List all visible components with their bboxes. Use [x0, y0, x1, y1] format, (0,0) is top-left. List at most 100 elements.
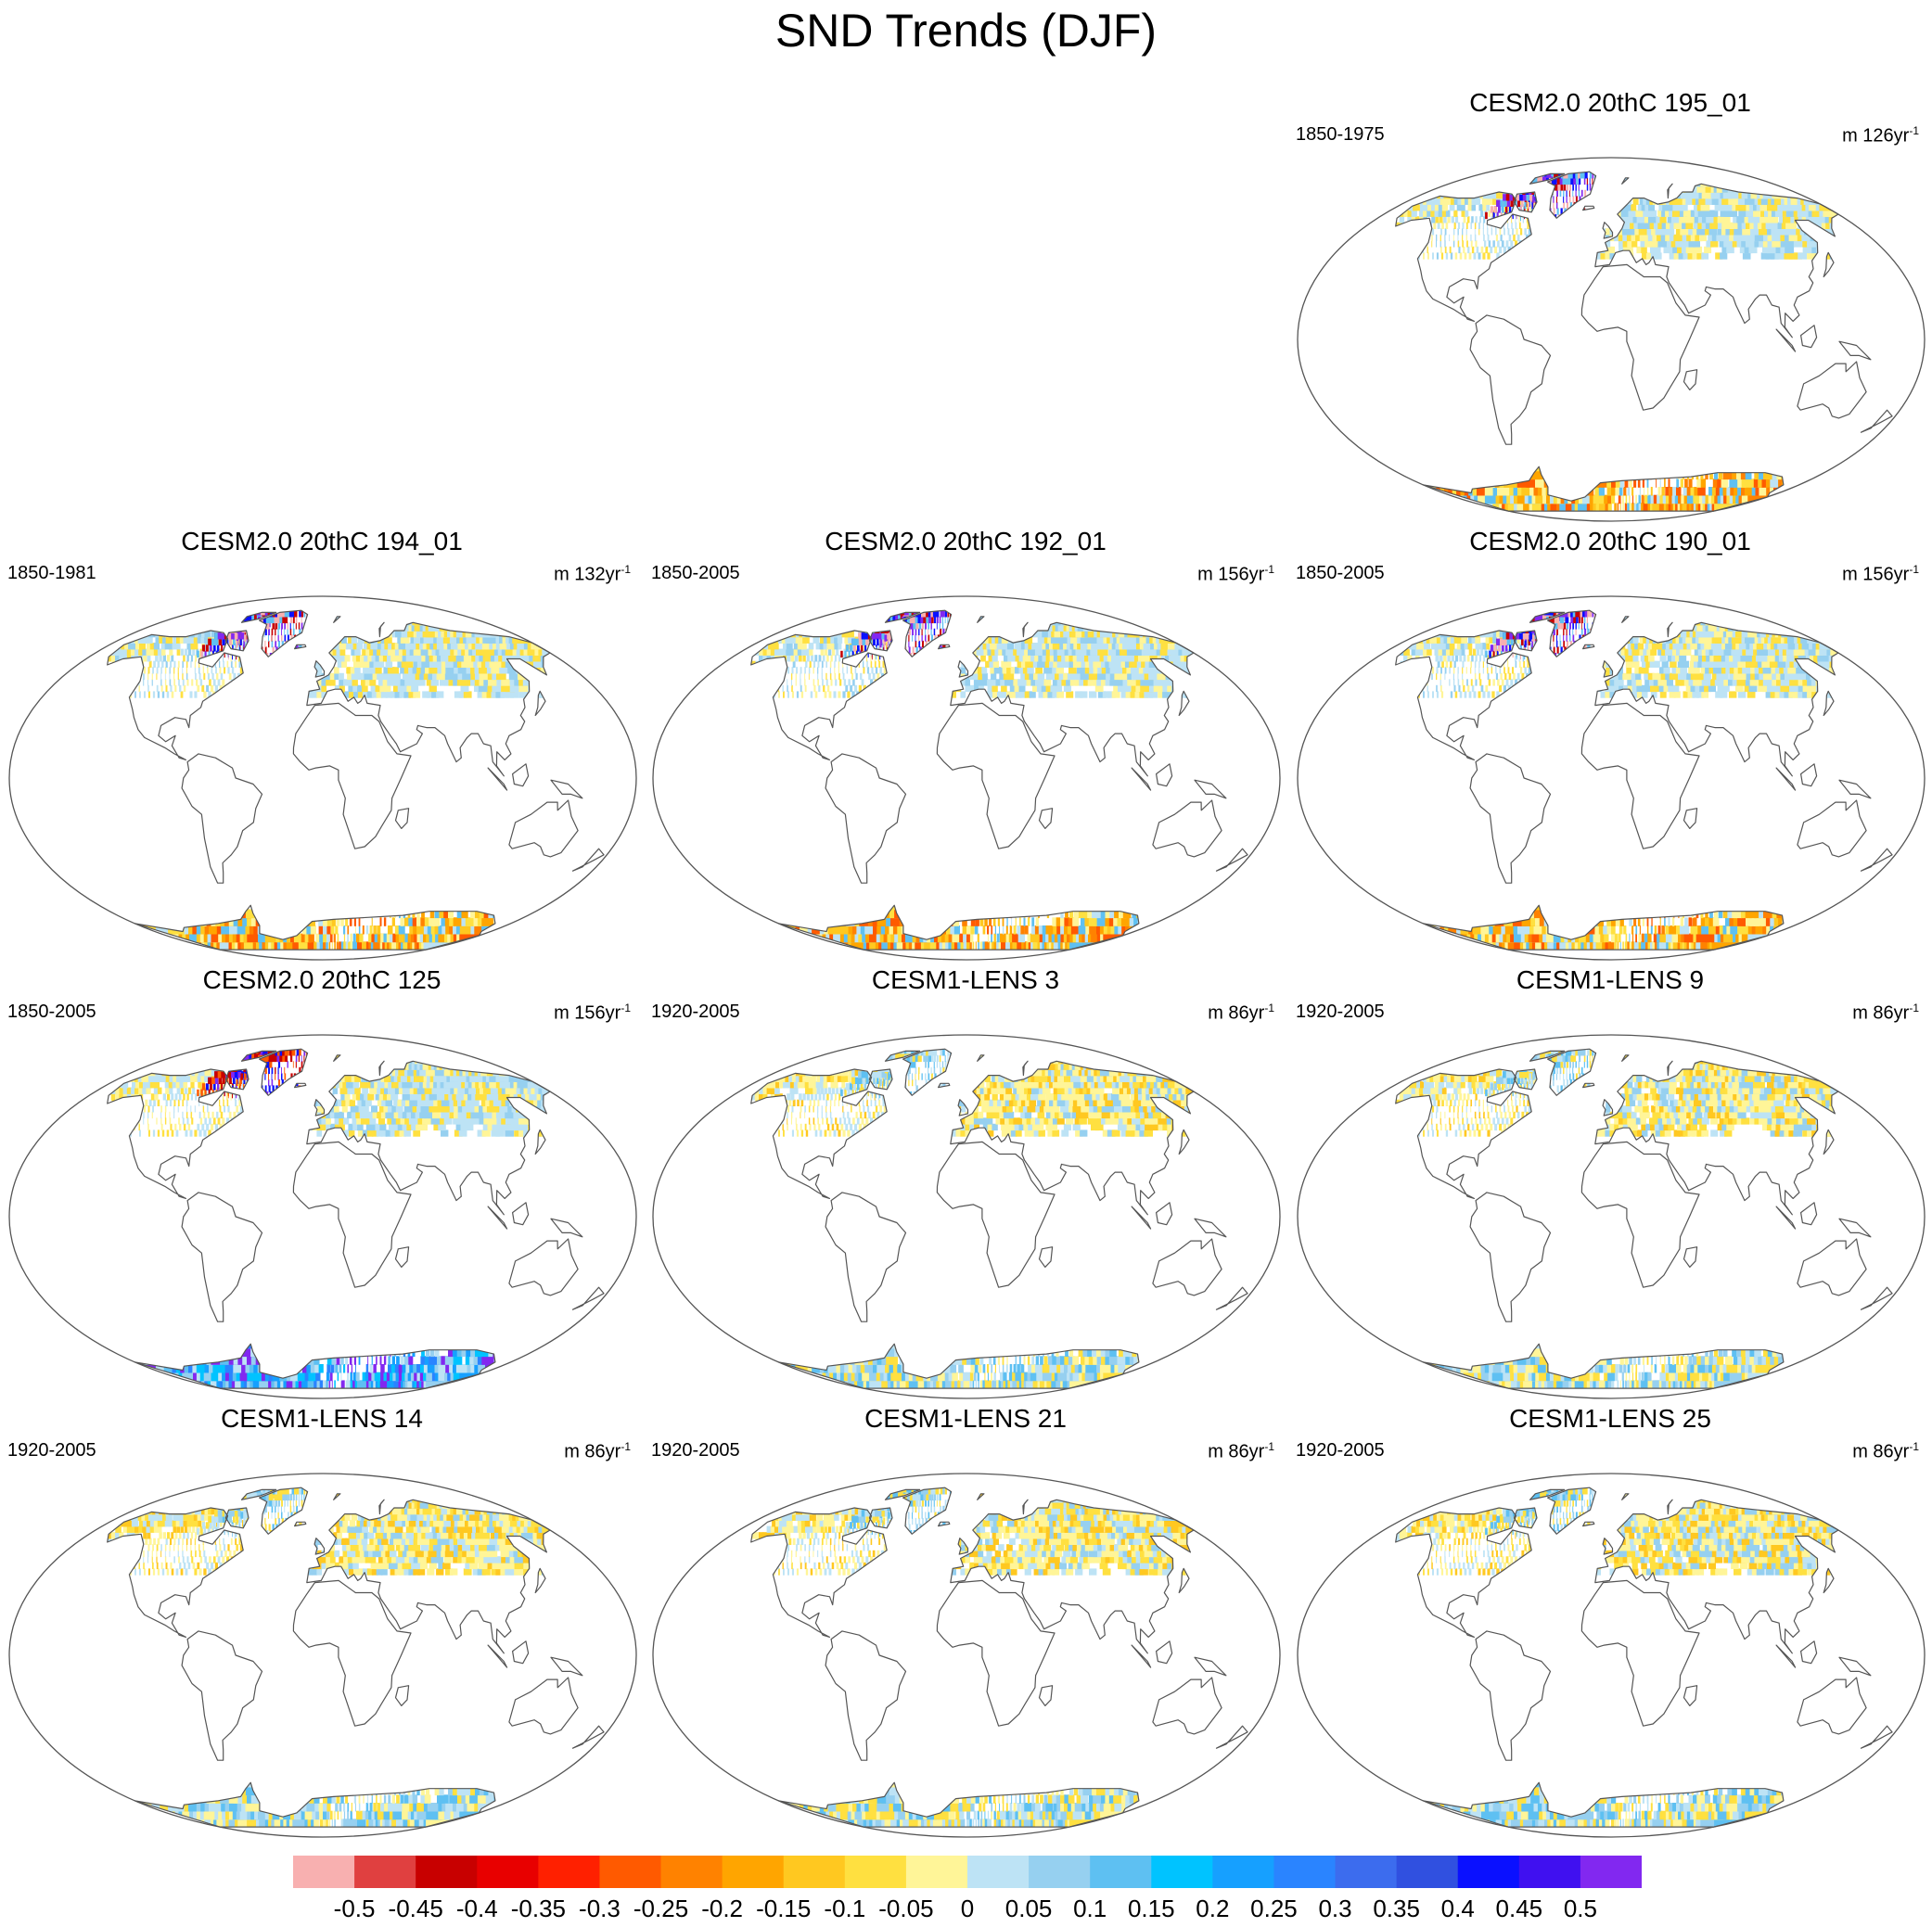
- trend-cell: [981, 667, 988, 674]
- trend-cell: [216, 909, 230, 919]
- trend-cell: [411, 684, 419, 693]
- trend-cell: [376, 612, 389, 619]
- trend-cell: [434, 909, 440, 919]
- trend-cell: [1578, 208, 1582, 215]
- trend-cell: [395, 679, 403, 686]
- trend-cell: [777, 672, 780, 681]
- trend-cell: [1656, 216, 1663, 223]
- trend-cell: [365, 925, 369, 935]
- trend-cell: [1706, 240, 1714, 248]
- trend-cell: [1406, 462, 1425, 472]
- trend-cell: [1491, 216, 1493, 223]
- trend-cell: [1556, 189, 1558, 198]
- trend-cell: [1794, 462, 1802, 472]
- trend-cell: [369, 679, 377, 686]
- trend-cell: [769, 684, 770, 693]
- trend-cell: [1487, 222, 1489, 229]
- trend-cell: [505, 648, 518, 656]
- trend-cell: [128, 643, 135, 650]
- trend-cell: [952, 610, 955, 611]
- trend-cell: [1609, 222, 1615, 229]
- trend-cell: [1614, 173, 1619, 181]
- trend-cell: [1569, 196, 1571, 203]
- trend-cell: [925, 622, 927, 630]
- trend-cell: [122, 900, 141, 911]
- trend-cell: [829, 667, 831, 674]
- trend-cell: [176, 648, 181, 656]
- trend-cell: [1637, 479, 1641, 488]
- trend-cell: [1419, 228, 1422, 236]
- trend-cell: [1531, 214, 1533, 222]
- trend-cell: [1539, 192, 1542, 199]
- trend-cell: [873, 620, 881, 628]
- trend-cell: [331, 941, 333, 951]
- trend-cell: [1606, 216, 1611, 223]
- trend-cell: [423, 672, 432, 681]
- trend-cell: [212, 679, 216, 686]
- trend-cell: [1820, 240, 1831, 248]
- trend-cell: [965, 655, 970, 662]
- trend-cell: [1633, 479, 1637, 488]
- trend-cell: [1521, 487, 1537, 496]
- trend-cell: [326, 917, 332, 926]
- trend-cell: [183, 636, 189, 644]
- trend-cell: [1409, 252, 1411, 260]
- trend-cell: [845, 631, 851, 638]
- trend-cell: [1043, 667, 1052, 674]
- trend-cell: [878, 620, 886, 628]
- trend-cell: [823, 684, 825, 693]
- trend-cell: [247, 644, 249, 652]
- trend-cell: [369, 619, 379, 626]
- trend-cell: [1418, 210, 1425, 217]
- trend-cell: [333, 900, 339, 911]
- trend-cell: [817, 672, 819, 681]
- trend-cell: [496, 672, 506, 681]
- trend-cell: [1667, 462, 1670, 472]
- trend-cell: [1411, 462, 1429, 472]
- panel-units: m 132yr-1: [554, 563, 631, 585]
- trend-cell: [232, 644, 234, 652]
- trend-cell: [760, 691, 761, 698]
- trend-cell: [221, 909, 235, 919]
- trend-cell: [383, 917, 387, 926]
- trend-cell: [501, 900, 508, 911]
- trend-cell: [1418, 234, 1420, 242]
- trend-cell: [1630, 173, 1636, 181]
- trend-cell: [112, 900, 131, 911]
- trend-cell: [318, 631, 323, 638]
- trend-cell: [391, 619, 404, 626]
- trend-cell: [472, 900, 478, 911]
- trend-cell: [1542, 199, 1544, 207]
- trend-cell: [341, 660, 348, 668]
- trend-cell: [1203, 691, 1214, 698]
- trend-cell: [469, 619, 491, 626]
- trend-cell: [1444, 228, 1447, 236]
- trend-cell: [160, 684, 163, 693]
- trend-cell: [410, 612, 429, 619]
- trend-cell: [1481, 198, 1488, 205]
- trend-cell: [1540, 189, 1543, 198]
- trend-cell: [747, 679, 748, 685]
- trend-cell: [1430, 210, 1436, 217]
- trend-cell: [1609, 198, 1615, 205]
- trend-cell: [908, 634, 910, 642]
- trend-cell: [840, 650, 843, 658]
- trend-cell: [362, 619, 371, 626]
- trend-cell: [281, 653, 285, 660]
- trend-cell: [918, 640, 921, 648]
- trend-cell: [509, 691, 519, 698]
- trend-cell: [372, 619, 382, 626]
- trend-cell: [1779, 462, 1786, 472]
- trend-cell: [906, 616, 913, 624]
- trend-cell: [1667, 228, 1675, 236]
- trend-cell: [351, 636, 358, 644]
- trend-cell: [153, 660, 156, 668]
- trend-cell: [1482, 204, 1487, 211]
- trend-cell: [930, 628, 932, 636]
- trend-cell: [429, 917, 436, 926]
- trend-cell: [1690, 246, 1698, 254]
- trend-cell: [441, 917, 449, 926]
- trend-cell: [125, 679, 127, 686]
- trend-cell: [1438, 210, 1443, 217]
- trend-cell: [787, 684, 788, 693]
